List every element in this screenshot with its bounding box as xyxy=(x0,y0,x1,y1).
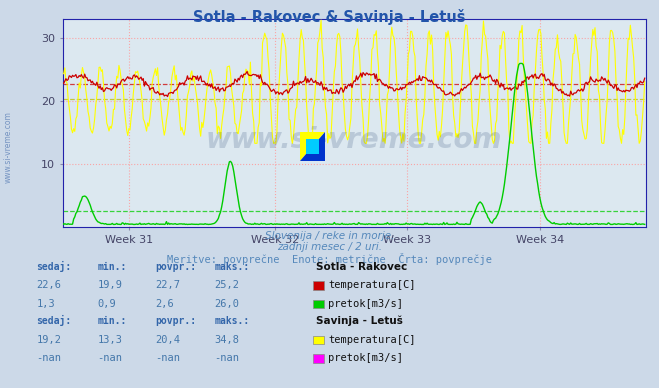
Text: -nan: -nan xyxy=(36,353,61,363)
Text: 19,9: 19,9 xyxy=(98,280,123,290)
Text: maks.:: maks.: xyxy=(214,262,249,272)
Polygon shape xyxy=(300,132,325,161)
Text: min.:: min.: xyxy=(98,262,127,272)
Text: 0,9: 0,9 xyxy=(98,299,116,309)
Text: 13,3: 13,3 xyxy=(98,334,123,345)
Text: Slovenija / reke in morje.: Slovenija / reke in morje. xyxy=(265,231,394,241)
Text: 22,7: 22,7 xyxy=(155,280,180,290)
Text: Meritve: povprečne  Enote: metrične  Črta: povprečje: Meritve: povprečne Enote: metrične Črta:… xyxy=(167,253,492,265)
Text: sedaj:: sedaj: xyxy=(36,315,71,326)
Text: pretok[m3/s]: pretok[m3/s] xyxy=(328,299,403,309)
Text: 1,3: 1,3 xyxy=(36,299,55,309)
Text: 25,2: 25,2 xyxy=(214,280,239,290)
Text: temperatura[C]: temperatura[C] xyxy=(328,334,416,345)
Text: www.si-vreme.com: www.si-vreme.com xyxy=(206,126,502,154)
Text: -nan: -nan xyxy=(98,353,123,363)
Text: pretok[m3/s]: pretok[m3/s] xyxy=(328,353,403,363)
Text: temperatura[C]: temperatura[C] xyxy=(328,280,416,290)
Text: povpr.:: povpr.: xyxy=(155,262,196,272)
Polygon shape xyxy=(306,139,319,154)
Text: www.si-vreme.com: www.si-vreme.com xyxy=(3,111,13,184)
Text: Sotla - Rakovec & Savinja - Letuš: Sotla - Rakovec & Savinja - Letuš xyxy=(193,9,466,24)
Polygon shape xyxy=(300,132,325,161)
Text: min.:: min.: xyxy=(98,316,127,326)
Text: 2,6: 2,6 xyxy=(155,299,173,309)
Text: sedaj:: sedaj: xyxy=(36,261,71,272)
Text: maks.:: maks.: xyxy=(214,316,249,326)
Text: -nan: -nan xyxy=(155,353,180,363)
Text: zadnji mesec / 2 uri.: zadnji mesec / 2 uri. xyxy=(277,242,382,253)
Text: 26,0: 26,0 xyxy=(214,299,239,309)
Text: 22,6: 22,6 xyxy=(36,280,61,290)
Text: povpr.:: povpr.: xyxy=(155,316,196,326)
Text: Savinja - Letuš: Savinja - Letuš xyxy=(316,315,403,326)
Text: 19,2: 19,2 xyxy=(36,334,61,345)
Text: Sotla - Rakovec: Sotla - Rakovec xyxy=(316,262,407,272)
Text: 20,4: 20,4 xyxy=(155,334,180,345)
Text: 34,8: 34,8 xyxy=(214,334,239,345)
Text: -nan: -nan xyxy=(214,353,239,363)
